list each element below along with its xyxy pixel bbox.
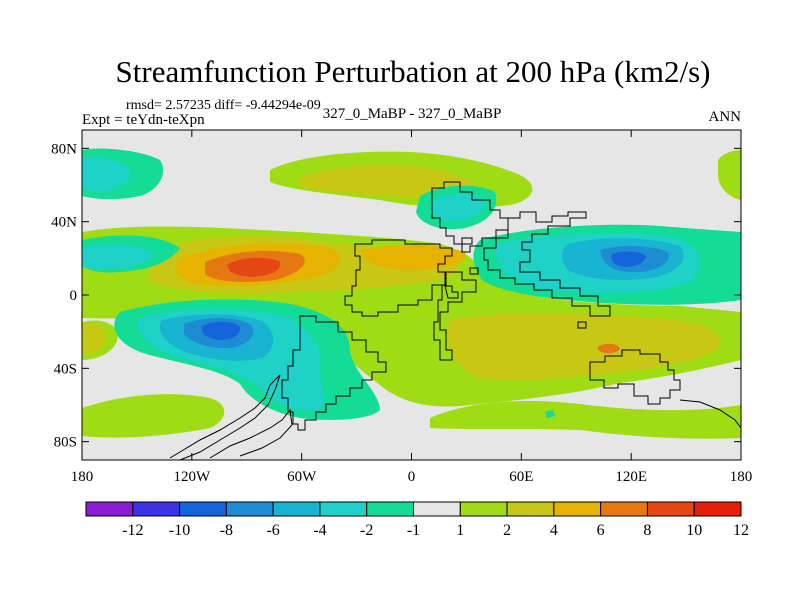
coastline-australia <box>589 349 681 405</box>
colorbar-level-label: 4 <box>550 522 558 539</box>
colorbar-swatch <box>272 501 321 517</box>
colorbar-level-label: 10 <box>686 522 702 539</box>
contour-fill-region <box>446 313 721 380</box>
x-tick-label: 180 <box>730 469 753 485</box>
colorbar-swatch <box>506 501 555 517</box>
x-tick-label: 60E <box>509 469 533 485</box>
contour-fill-region <box>431 194 485 222</box>
y-tick-label: 80S <box>54 435 77 451</box>
coastline-antarctica-west <box>169 374 281 460</box>
contour-fill-region <box>227 257 281 277</box>
colorbar-swatch <box>646 501 695 517</box>
axis-ticks: 180 120W 60W 0 60E 120E 180 80N 40N 0 40S 80S <box>51 130 752 485</box>
colorbar-swatch <box>132 501 181 517</box>
coastline-north-america <box>344 239 453 317</box>
colorbar-swatch <box>459 501 508 517</box>
colorbar-level-label: 8 <box>643 522 651 539</box>
colorbar-level-label: -10 <box>169 522 190 539</box>
colorbar-level-label: -2 <box>360 522 373 539</box>
colorbar-swatch <box>225 501 274 517</box>
chart-title: Streamfunction Perturbation at 200 hPa (… <box>116 54 711 89</box>
experiment-label: Expt = teYdn-teXpn <box>82 112 205 128</box>
coastline-islands <box>444 237 587 329</box>
colorbar-swatch <box>693 501 742 517</box>
colorbar: -12 -10 -8 -6 -4 -2 -1 1 2 4 6 8 10 12 <box>85 501 749 539</box>
colorbar-swatch <box>413 501 461 517</box>
case-label: 327_0_MaBP - 327_0_MaBP <box>323 106 502 122</box>
colorbar-level-label: -1 <box>407 522 420 539</box>
colorbar-swatch <box>319 501 368 517</box>
contour-fill-region <box>201 321 241 340</box>
contour-fill-region <box>611 251 646 267</box>
colorbar-level-label: 6 <box>597 522 605 539</box>
season-label: ANN <box>709 109 742 125</box>
contour-fill-region <box>718 150 741 200</box>
y-tick-label: 40S <box>54 361 77 377</box>
contour-fill-region <box>82 323 106 354</box>
contour-fill-region <box>82 244 155 270</box>
x-tick-label: 0 <box>408 469 416 485</box>
colorbar-swatch <box>600 501 648 517</box>
coastline-antarctica-east <box>209 408 293 459</box>
colorbar-level-label: 2 <box>503 522 511 539</box>
stats-line: rmsd= 2.57235 diff= -9.44294e-09 <box>126 98 321 113</box>
contour-fill-region <box>82 394 225 438</box>
y-tick-label: 80N <box>51 141 77 157</box>
colorbar-level-label: -12 <box>122 522 143 539</box>
coastline-asia <box>483 211 611 317</box>
colorbar-swatch <box>366 501 415 517</box>
y-tick-label: 40N <box>51 215 77 231</box>
x-tick-label: 60W <box>287 469 317 485</box>
contour-fill-region <box>82 157 131 192</box>
x-tick-label: 180 <box>71 469 94 485</box>
contour-fill-region <box>598 343 620 354</box>
x-tick-label: 120W <box>173 469 211 485</box>
map-panel <box>82 130 741 460</box>
y-tick-label: 0 <box>70 288 78 304</box>
colorbar-level-label: -6 <box>266 522 279 539</box>
coastline-south-america <box>281 315 387 431</box>
x-tick-label: 120E <box>615 469 647 485</box>
colorbar-swatch <box>85 501 134 517</box>
colorbar-level-label: -4 <box>313 522 326 539</box>
coastline-africa <box>433 271 477 361</box>
contour-fill-region <box>545 410 555 418</box>
contour-fill-region <box>430 400 741 439</box>
colorbar-level-label: 1 <box>456 522 464 539</box>
coastline-southern-continent <box>679 399 741 429</box>
colorbar-level-label: -8 <box>220 522 233 539</box>
colorbar-swatch <box>553 501 602 517</box>
colorbar-swatch <box>179 501 227 517</box>
colorbar-level-label: 12 <box>733 522 749 539</box>
